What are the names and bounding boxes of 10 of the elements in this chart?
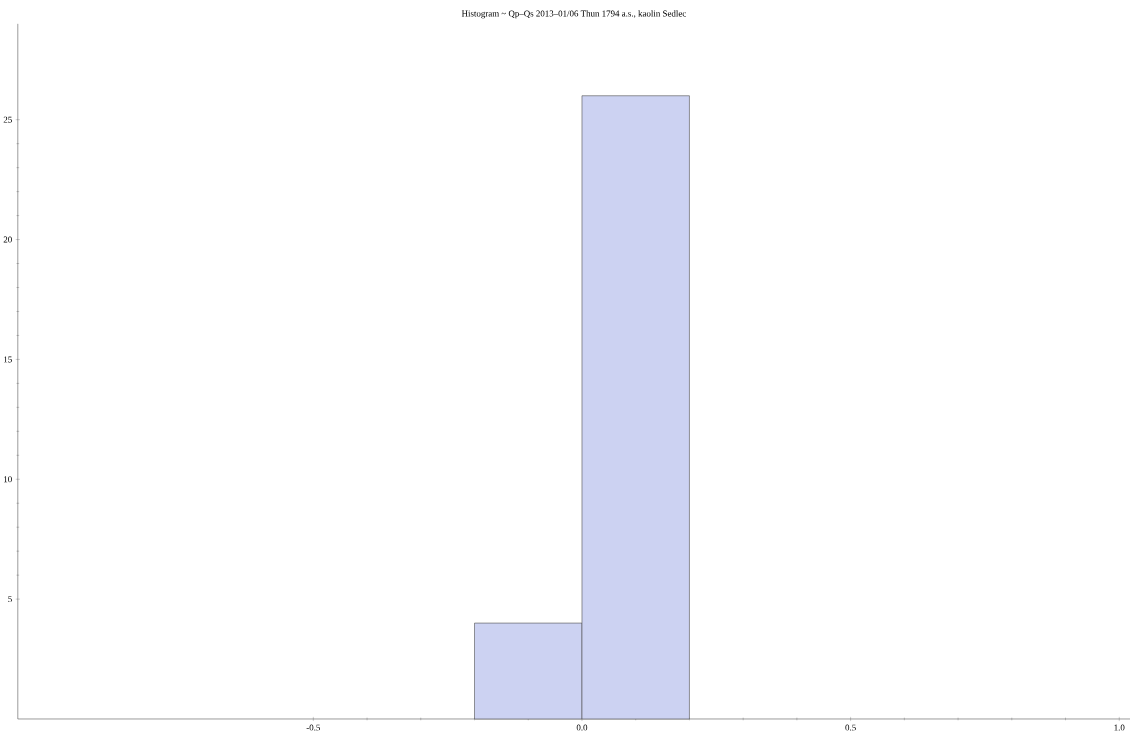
y-tick-label: 10 <box>4 476 12 483</box>
y-tick-label: 20 <box>3 236 12 243</box>
y-tick-label: 25 <box>3 116 12 123</box>
y-tick-label: 15 <box>4 356 12 363</box>
chart-title: Histogram ~ Qp–Qs 2013–01/06 Thun 1794 a.s., kaolin Sedlec <box>461 10 686 19</box>
y-tick-label: 5 <box>8 596 12 603</box>
x-tick-label: 0.0 <box>576 724 588 731</box>
x-tick-label: -0.5 <box>306 724 321 731</box>
x-tick-label: 0.5 <box>845 724 856 731</box>
x-tick-label: 1.0 <box>1114 724 1125 731</box>
